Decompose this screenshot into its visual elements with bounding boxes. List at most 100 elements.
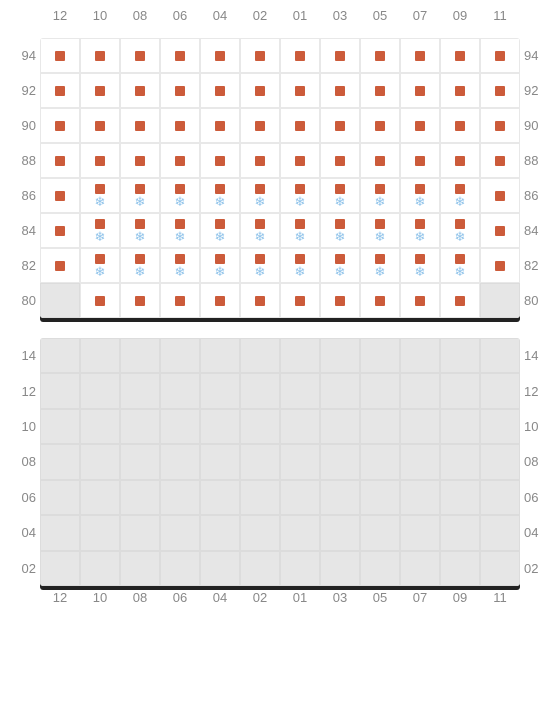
seat-unavailable [40, 444, 80, 479]
seat-cell[interactable]: ❄ [280, 213, 320, 248]
seat-cell[interactable]: ❄ [320, 178, 360, 213]
seat-cell[interactable] [160, 143, 200, 178]
seat-cell[interactable] [40, 108, 80, 143]
seat-cell[interactable] [480, 178, 520, 213]
seat-cell[interactable]: ❄ [280, 178, 320, 213]
seat-cell[interactable] [280, 283, 320, 318]
seat-cell[interactable]: ❄ [80, 248, 120, 283]
seat-cell[interactable]: ❄ [320, 248, 360, 283]
seat-cell[interactable]: ❄ [400, 248, 440, 283]
row-label: 80 [18, 283, 40, 318]
seat-cell[interactable]: ❄ [200, 213, 240, 248]
seat-cell[interactable] [400, 38, 440, 73]
seat-cell[interactable] [440, 73, 480, 108]
seat-cell[interactable]: ❄ [160, 213, 200, 248]
seat-cell[interactable] [360, 108, 400, 143]
seat-cell[interactable] [200, 73, 240, 108]
seat-cell[interactable] [440, 108, 480, 143]
seat-cell[interactable] [280, 108, 320, 143]
seat-cell[interactable]: ❄ [240, 213, 280, 248]
seat-cell[interactable] [480, 213, 520, 248]
seat-cell[interactable] [120, 283, 160, 318]
seat-cell[interactable] [160, 283, 200, 318]
seat-cell[interactable]: ❄ [240, 178, 280, 213]
seat-cell[interactable] [40, 143, 80, 178]
seat-cell[interactable] [480, 143, 520, 178]
seat-cell[interactable] [320, 143, 360, 178]
seat-cell[interactable] [200, 38, 240, 73]
seat-cell[interactable] [360, 283, 400, 318]
seat-cell[interactable] [160, 108, 200, 143]
seat-cell[interactable] [120, 38, 160, 73]
seat-cell[interactable] [200, 108, 240, 143]
seat-cell[interactable] [120, 108, 160, 143]
seat-cell[interactable]: ❄ [160, 248, 200, 283]
seat-cell[interactable] [280, 143, 320, 178]
seat-cell[interactable] [160, 38, 200, 73]
seat-cell[interactable] [240, 283, 280, 318]
seat-cell[interactable]: ❄ [80, 178, 120, 213]
seat-cell[interactable] [360, 38, 400, 73]
seat-cell[interactable]: ❄ [400, 213, 440, 248]
seat-cell[interactable]: ❄ [360, 178, 400, 213]
seat-cell[interactable]: ❄ [120, 178, 160, 213]
seat-cell[interactable] [400, 143, 440, 178]
seat-cell[interactable]: ❄ [120, 213, 160, 248]
seat-cell[interactable] [440, 38, 480, 73]
seat-cell[interactable] [360, 143, 400, 178]
row-label: 86 [18, 178, 40, 213]
seat-cell[interactable] [40, 248, 80, 283]
seat-marker-icon [455, 184, 465, 194]
seat-cell[interactable]: ❄ [280, 248, 320, 283]
seat-cell[interactable]: ❄ [440, 248, 480, 283]
seat-cell[interactable] [80, 108, 120, 143]
seat-cell[interactable] [240, 38, 280, 73]
seat-cell[interactable] [80, 283, 120, 318]
seat-cell[interactable] [280, 73, 320, 108]
seat-cell[interactable] [480, 38, 520, 73]
seat-cell[interactable] [160, 73, 200, 108]
seat-cell[interactable] [40, 38, 80, 73]
seat-cell[interactable]: ❄ [440, 178, 480, 213]
seat-cell[interactable] [80, 143, 120, 178]
seat-cell[interactable] [240, 143, 280, 178]
seat-cell[interactable] [400, 283, 440, 318]
seat-cell[interactable] [80, 38, 120, 73]
seat-cell[interactable] [360, 73, 400, 108]
seat-cell[interactable] [320, 73, 360, 108]
seat-cell[interactable] [400, 73, 440, 108]
seat-cell[interactable] [240, 108, 280, 143]
seat-cell[interactable] [40, 213, 80, 248]
seat-cell[interactable]: ❄ [120, 248, 160, 283]
seat-cell[interactable] [280, 38, 320, 73]
seat-cell[interactable]: ❄ [360, 213, 400, 248]
seat-cell[interactable] [200, 283, 240, 318]
seat-cell[interactable]: ❄ [360, 248, 400, 283]
seat-cell[interactable]: ❄ [400, 178, 440, 213]
seat-cell[interactable] [80, 73, 120, 108]
seat-cell[interactable]: ❄ [200, 248, 240, 283]
seat-cell[interactable] [440, 283, 480, 318]
seat-cell[interactable] [40, 178, 80, 213]
seat-cell[interactable] [320, 38, 360, 73]
seat-cell[interactable]: ❄ [440, 213, 480, 248]
seat-cell[interactable] [240, 73, 280, 108]
seat-cell[interactable]: ❄ [160, 178, 200, 213]
seat-cell[interactable]: ❄ [80, 213, 120, 248]
seat-marker-icon [135, 296, 145, 306]
seat-cell[interactable] [200, 143, 240, 178]
seat-cell[interactable]: ❄ [200, 178, 240, 213]
seat-cell[interactable] [120, 143, 160, 178]
seat-cell[interactable]: ❄ [240, 248, 280, 283]
seat-cell[interactable] [480, 248, 520, 283]
seat-cell[interactable] [440, 143, 480, 178]
seat-unavailable [40, 283, 80, 318]
seat-cell[interactable] [480, 108, 520, 143]
seat-cell[interactable] [40, 73, 80, 108]
seat-cell[interactable]: ❄ [320, 213, 360, 248]
seat-cell[interactable] [320, 283, 360, 318]
seat-cell[interactable] [480, 73, 520, 108]
seat-cell[interactable] [320, 108, 360, 143]
seat-cell[interactable] [400, 108, 440, 143]
seat-cell[interactable] [120, 73, 160, 108]
